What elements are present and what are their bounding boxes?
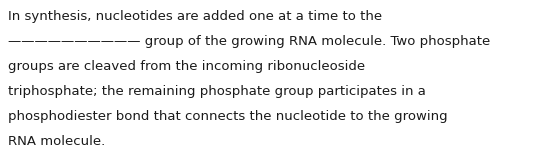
Text: groups are cleaved from the incoming ribonucleoside: groups are cleaved from the incoming rib… bbox=[8, 60, 365, 73]
Text: In synthesis, nucleotides are added one at a time to the: In synthesis, nucleotides are added one … bbox=[8, 10, 382, 23]
Text: RNA molecule.: RNA molecule. bbox=[8, 135, 105, 148]
Text: —————————— group of the growing RNA molecule. Two phosphate: —————————— group of the growing RNA mole… bbox=[8, 35, 490, 48]
Text: triphosphate; the remaining phosphate group participates in a: triphosphate; the remaining phosphate gr… bbox=[8, 85, 426, 98]
Text: phosphodiester bond that connects the nucleotide to the growing: phosphodiester bond that connects the nu… bbox=[8, 110, 448, 123]
